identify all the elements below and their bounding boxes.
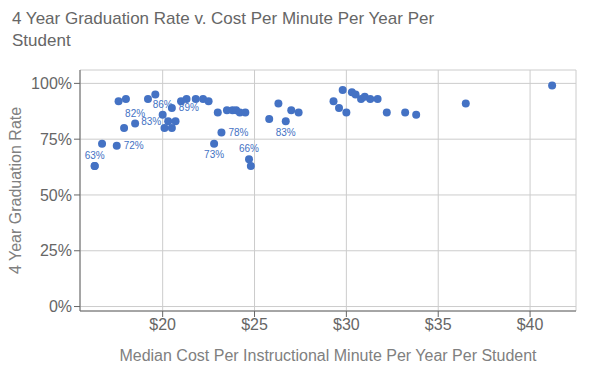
svg-text:73%: 73% xyxy=(204,149,224,160)
svg-text:0%: 0% xyxy=(49,298,72,315)
svg-text:63%: 63% xyxy=(85,150,105,161)
svg-text:100%: 100% xyxy=(31,75,72,92)
svg-text:82%: 82% xyxy=(125,107,146,119)
svg-text:78%: 78% xyxy=(228,127,248,138)
svg-text:75%: 75% xyxy=(40,131,72,148)
svg-text:66%: 66% xyxy=(239,143,259,154)
html-text:4 Year Graduation Rate v. Cost: 4 Year Graduation Rate v. Cost Per Minut… xyxy=(12,9,435,50)
svg-text:89%: 89% xyxy=(178,102,199,114)
svg-text:83%: 83% xyxy=(276,127,296,138)
svg-text:83%: 83% xyxy=(141,116,161,127)
svg-text:$35: $35 xyxy=(425,316,452,333)
svg-text:25%: 25% xyxy=(40,242,72,259)
svg-text:Median Cost Per Instructional: Median Cost Per Instructional Minute Per… xyxy=(119,347,537,364)
svg-text:86%: 86% xyxy=(152,98,173,110)
svg-text:72%: 72% xyxy=(124,140,144,151)
svg-text:50%: 50% xyxy=(40,187,72,204)
svg-text:$40: $40 xyxy=(517,316,544,333)
svg-text:4 Year Graduation Rate: 4 Year Graduation Rate xyxy=(8,107,24,274)
svg-text:$30: $30 xyxy=(333,316,360,333)
svg-text:$25: $25 xyxy=(241,316,268,333)
svg-text:$20: $20 xyxy=(149,316,176,333)
